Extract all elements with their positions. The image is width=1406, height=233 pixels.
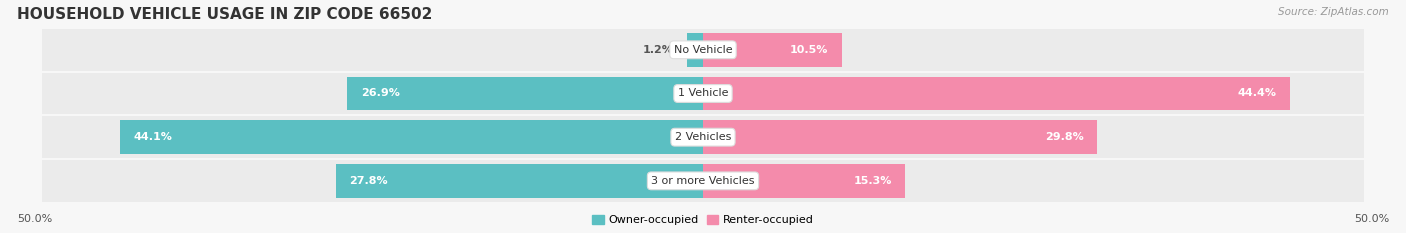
Bar xyxy=(703,33,842,67)
Text: 15.3%: 15.3% xyxy=(853,176,891,186)
Text: 10.5%: 10.5% xyxy=(790,45,828,55)
Text: 50.0%: 50.0% xyxy=(17,214,52,224)
Bar xyxy=(703,164,905,198)
Bar xyxy=(120,120,703,154)
Legend: Owner-occupied, Renter-occupied: Owner-occupied, Renter-occupied xyxy=(592,215,814,225)
Text: 29.8%: 29.8% xyxy=(1045,132,1084,142)
Text: 50.0%: 50.0% xyxy=(1354,214,1389,224)
Text: 27.8%: 27.8% xyxy=(349,176,388,186)
Bar xyxy=(688,33,703,67)
Text: HOUSEHOLD VEHICLE USAGE IN ZIP CODE 66502: HOUSEHOLD VEHICLE USAGE IN ZIP CODE 6650… xyxy=(17,7,432,22)
Text: 3 or more Vehicles: 3 or more Vehicles xyxy=(651,176,755,186)
Bar xyxy=(336,164,703,198)
Bar xyxy=(703,77,1289,110)
Text: 26.9%: 26.9% xyxy=(361,89,399,99)
Text: 2 Vehicles: 2 Vehicles xyxy=(675,132,731,142)
Text: No Vehicle: No Vehicle xyxy=(673,45,733,55)
Bar xyxy=(347,77,703,110)
Text: 44.4%: 44.4% xyxy=(1237,89,1277,99)
Bar xyxy=(703,120,1097,154)
Text: 1 Vehicle: 1 Vehicle xyxy=(678,89,728,99)
Text: 1.2%: 1.2% xyxy=(643,45,673,55)
Text: 44.1%: 44.1% xyxy=(134,132,173,142)
Text: Source: ZipAtlas.com: Source: ZipAtlas.com xyxy=(1278,7,1389,17)
